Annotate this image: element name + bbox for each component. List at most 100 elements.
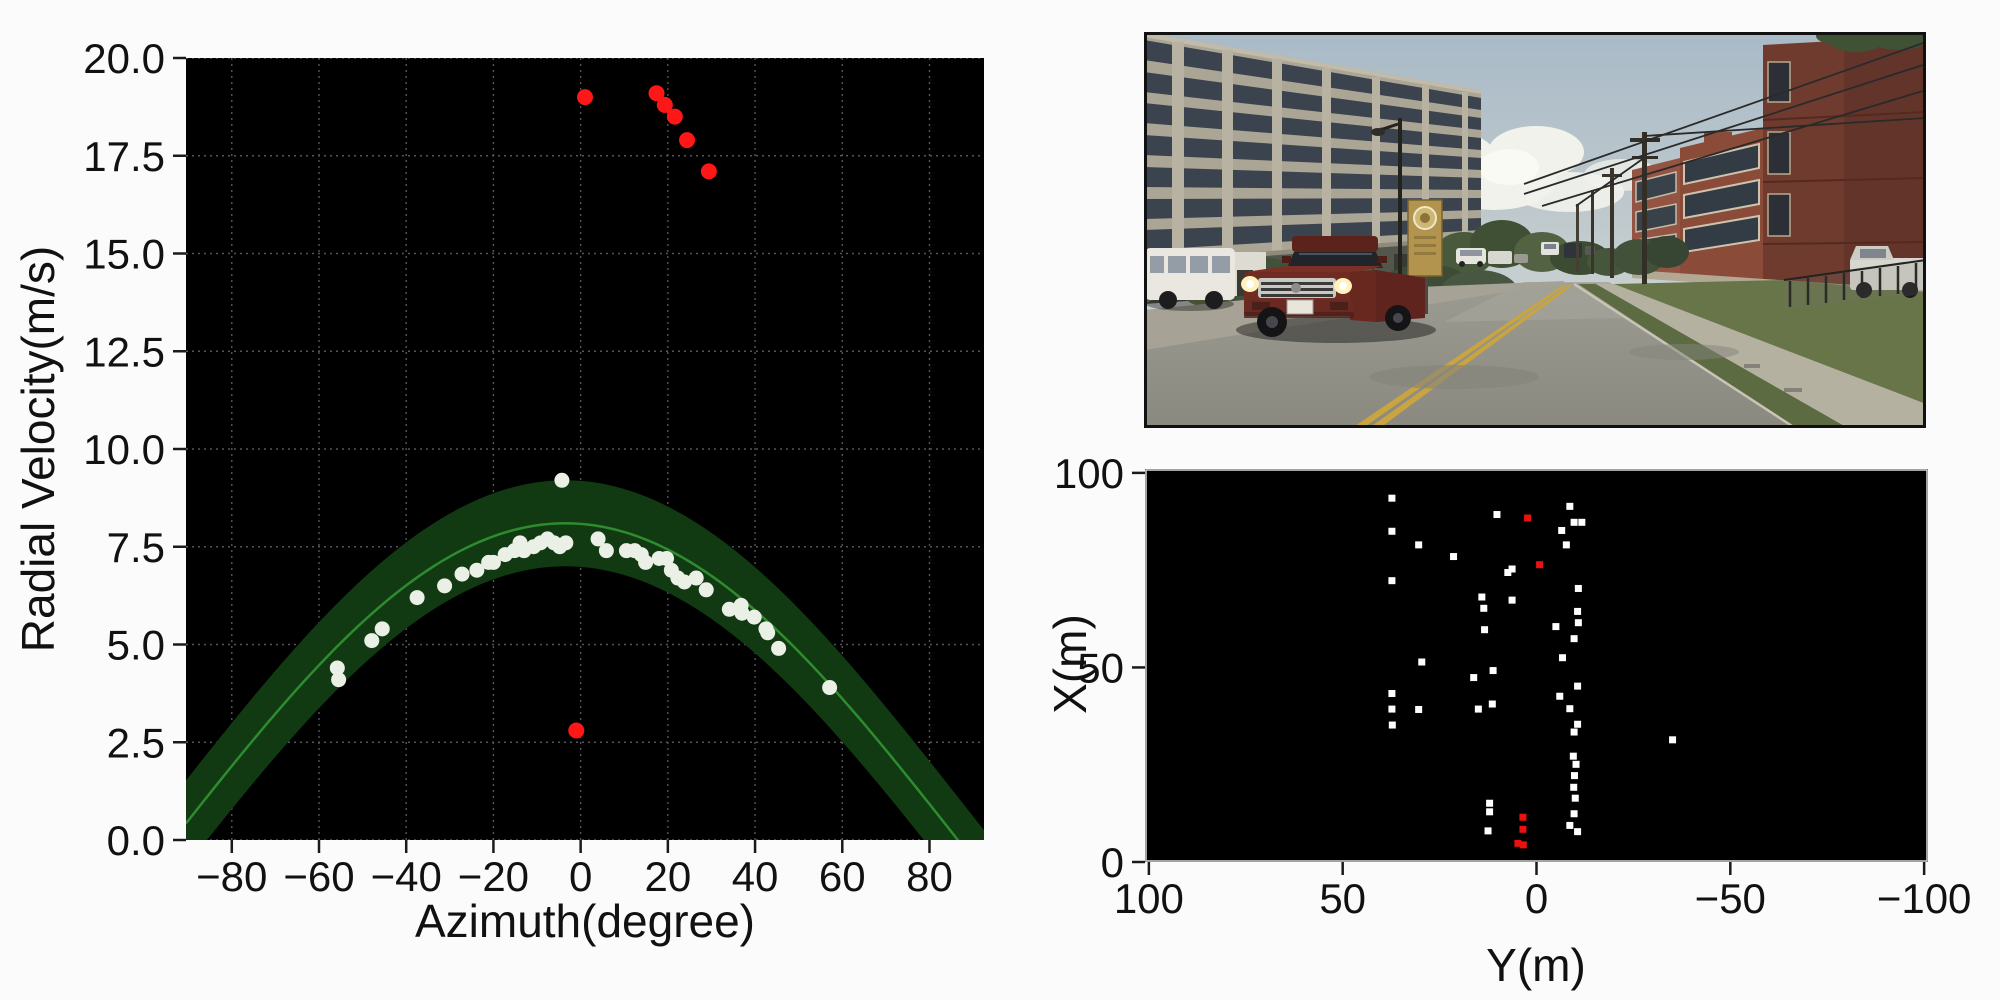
plot-spine bbox=[1145, 469, 1928, 862]
x-tick-label: −80 bbox=[196, 853, 267, 900]
stationary-inliers-point bbox=[590, 531, 606, 547]
moving-targets-point bbox=[1536, 561, 1544, 569]
moving-outliers-point bbox=[700, 163, 717, 180]
static-targets-point bbox=[1388, 577, 1396, 585]
x-tick-label: −40 bbox=[371, 853, 442, 900]
x-tick-label: 60 bbox=[819, 853, 866, 900]
static-targets-point bbox=[1480, 604, 1488, 612]
license-plate bbox=[1286, 299, 1314, 315]
y-tick-label: 7.5 bbox=[107, 524, 165, 571]
left-plot-ylabel: Radial Velocity(m/s) bbox=[12, 245, 64, 653]
y-tick-label: 100 bbox=[1054, 450, 1124, 497]
static-targets-point bbox=[1415, 705, 1423, 713]
stationary-inliers-point bbox=[437, 578, 453, 594]
right-plot-ylabel: X(m) bbox=[1044, 614, 1096, 714]
stationary-inliers-point bbox=[734, 605, 750, 621]
confidence-band bbox=[186, 480, 984, 840]
stationary-inliers-point bbox=[676, 574, 692, 590]
static-targets-point bbox=[1558, 526, 1566, 534]
stationary-inliers-point bbox=[374, 621, 390, 637]
static-targets-point bbox=[1570, 783, 1578, 791]
stationary-inliers-point bbox=[469, 562, 485, 578]
y-tick-label: 2.5 bbox=[107, 719, 165, 766]
static-targets-point bbox=[1566, 502, 1574, 510]
street-light bbox=[1371, 118, 1402, 288]
right-sidewalk bbox=[1596, 284, 1926, 428]
y-tick-label: 0 bbox=[1101, 839, 1124, 886]
static-targets-point bbox=[1388, 527, 1396, 535]
right-grass bbox=[1614, 280, 1926, 404]
moving-targets-point bbox=[1519, 841, 1527, 849]
moving-targets-point bbox=[1524, 514, 1532, 522]
static-targets-point bbox=[1578, 518, 1586, 526]
static-targets-point bbox=[1570, 635, 1578, 643]
ground bbox=[1144, 280, 1926, 428]
static-targets-point bbox=[1481, 626, 1489, 634]
static-targets-point bbox=[1570, 518, 1578, 526]
x-tick-label: −20 bbox=[458, 853, 529, 900]
moving-outliers-point bbox=[679, 132, 696, 149]
static-targets-point bbox=[1388, 494, 1396, 502]
moving-outliers-point bbox=[666, 108, 683, 125]
y-tick-label: 0.0 bbox=[107, 817, 165, 864]
static-targets-point bbox=[1508, 596, 1516, 604]
x-tick-label: 40 bbox=[732, 853, 779, 900]
static-targets-point bbox=[1489, 667, 1497, 675]
plot-content bbox=[1388, 494, 1677, 849]
stationary-inliers-point bbox=[746, 609, 762, 625]
static-targets-point bbox=[1484, 827, 1492, 835]
moving-targets-point bbox=[1519, 813, 1527, 821]
static-targets-point bbox=[1478, 593, 1486, 601]
static-targets-point bbox=[1574, 828, 1582, 836]
y-tick-label: 50 bbox=[1077, 644, 1124, 691]
road bbox=[1144, 283, 1844, 428]
static-targets-point bbox=[1570, 810, 1578, 818]
y-tick-label: 12.5 bbox=[83, 328, 165, 375]
photo-border bbox=[1144, 32, 1926, 428]
street-sign bbox=[1407, 199, 1443, 314]
static-targets-point bbox=[1486, 808, 1494, 816]
static-targets-point bbox=[1450, 553, 1458, 561]
static-targets-point bbox=[1486, 799, 1494, 807]
x-tick-label: −100 bbox=[1877, 875, 1972, 922]
x-tick-label: 100 bbox=[1114, 875, 1184, 922]
static-targets-point bbox=[1552, 623, 1560, 631]
plot-area bbox=[1145, 469, 1928, 862]
static-targets-point bbox=[1570, 772, 1578, 780]
static-targets-point bbox=[1574, 619, 1582, 627]
static-targets-point bbox=[1388, 721, 1396, 729]
static-targets-point bbox=[1388, 705, 1396, 713]
y-tick-label: 20.0 bbox=[83, 35, 165, 82]
static-targets-point bbox=[1504, 569, 1512, 577]
x-tick-label: 50 bbox=[1319, 875, 1366, 922]
static-targets-point bbox=[1558, 654, 1566, 662]
static-targets-point bbox=[1574, 720, 1582, 728]
static-targets-point bbox=[1574, 607, 1582, 615]
x-tick-label: 0 bbox=[1525, 875, 1548, 922]
x-tick-label: −60 bbox=[283, 853, 354, 900]
stationary-inliers-point bbox=[698, 582, 714, 598]
static-targets-point bbox=[1566, 821, 1574, 829]
double-yellow-line bbox=[1369, 285, 1573, 428]
moving-outliers-point bbox=[648, 85, 665, 102]
stationary-inliers-point bbox=[659, 550, 675, 566]
x-tick-label: −50 bbox=[1695, 875, 1766, 922]
plot-content bbox=[186, 58, 984, 840]
moving-targets-point bbox=[1514, 839, 1522, 847]
moving-outliers-point bbox=[577, 89, 593, 106]
fit-curve bbox=[186, 522, 960, 840]
stationary-inliers-point bbox=[822, 680, 838, 696]
static-targets-point bbox=[1488, 700, 1496, 708]
x-tick-label: 80 bbox=[906, 853, 953, 900]
stationary-inliers-point bbox=[485, 554, 501, 570]
moving-outliers-point bbox=[656, 96, 673, 113]
static-targets-point bbox=[1556, 692, 1564, 700]
red-pickup-truck bbox=[1236, 236, 1436, 343]
static-targets-point bbox=[1569, 752, 1577, 760]
stationary-inliers-point bbox=[409, 590, 425, 606]
stationary-inliers-point bbox=[329, 660, 345, 676]
power-lines bbox=[1523, 41, 1926, 207]
static-targets-point bbox=[1415, 541, 1423, 549]
